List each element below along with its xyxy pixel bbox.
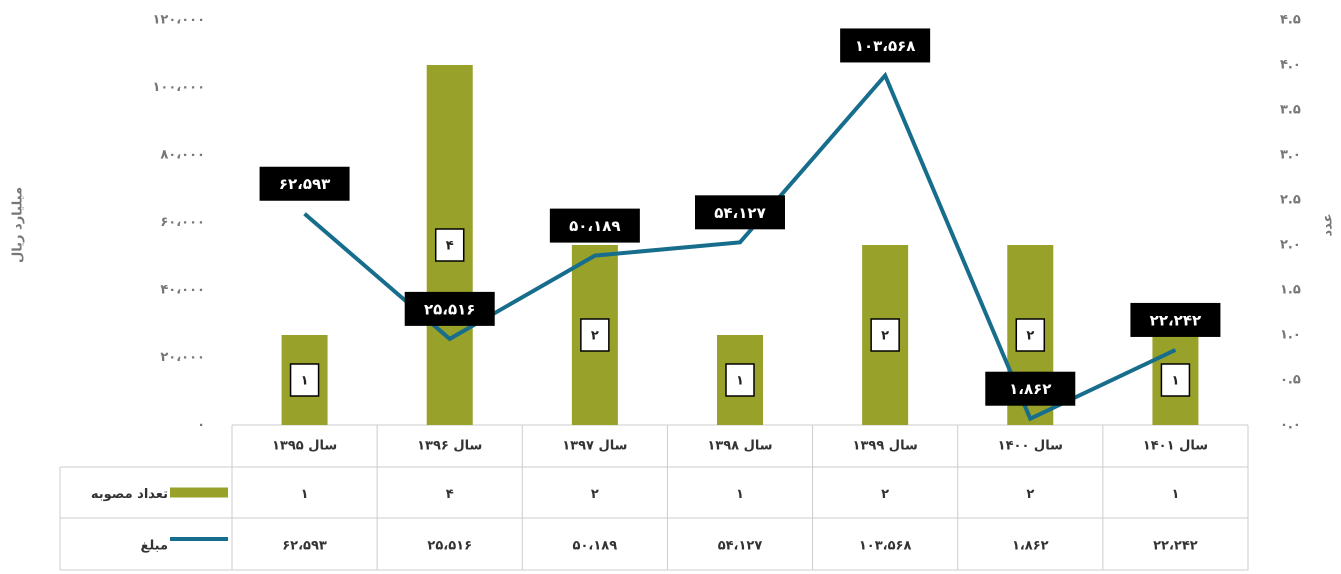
table-cell: ۵۴،۱۲۷	[718, 539, 763, 554]
y2-tick-label: ۰.۵	[1280, 373, 1301, 388]
line-label: ۲۵،۵۱۶	[424, 300, 475, 318]
bar-label: ۴	[446, 239, 454, 254]
y2-tick-label: ۰.۰	[1280, 418, 1301, 433]
y2-tick-label: ۱.۵	[1280, 283, 1301, 298]
y2-tick-label: ۲.۰	[1280, 238, 1301, 253]
table-cell: ۲	[591, 487, 599, 502]
x-tick-label: سال ۱۳۹۹	[853, 439, 918, 454]
bar-label-box	[1015, 318, 1046, 352]
legend-label: تعداد مصوبه	[91, 487, 168, 502]
y-tick-label: ۰	[197, 418, 205, 433]
y2-tick-label: ۳.۰	[1280, 148, 1301, 163]
table-cell: ۴	[446, 487, 454, 502]
y-tick-label: ۲۰،۰۰۰	[160, 350, 205, 365]
table-cell: ۱	[301, 487, 309, 502]
x-tick-label: سال ۱۳۹۵	[272, 439, 337, 454]
y2-axis-title: عدد	[1321, 213, 1336, 236]
table-cell: ۶۲،۵۹۳	[282, 539, 327, 554]
line-label: ۵۰،۱۸۹	[569, 217, 620, 235]
x-tick-label: سال ۱۳۹۷	[562, 439, 627, 454]
y-tick-label: ۱۲۰،۰۰۰	[152, 13, 205, 28]
y-axis-title: میلیارد ریال	[11, 187, 26, 263]
table-cell: ۱	[1171, 487, 1179, 502]
line-label-box	[695, 195, 785, 230]
legend-label: مبلغ	[140, 539, 168, 554]
bar-label: ۱	[1171, 374, 1179, 389]
line-label-box	[259, 166, 350, 201]
line-label-box	[549, 208, 640, 243]
table-cell: ۲	[1026, 487, 1034, 502]
y-tick-label: ۸۰،۰۰۰	[160, 148, 205, 163]
line-label: ۲۲،۲۴۲	[1150, 311, 1201, 329]
line-label: ۵۴،۱۲۷	[714, 204, 765, 222]
y2-tick-label: ۴.۵	[1280, 13, 1301, 28]
line	[303, 71, 1177, 422]
bar-label-box	[1160, 363, 1191, 397]
bar-label-box	[870, 318, 900, 352]
table-cell: ۲	[881, 487, 889, 502]
table-cell: ۱	[736, 487, 744, 502]
y-tick-label: ۱۰۰،۰۰۰	[152, 80, 205, 95]
line-label: ۱۰۳،۵۶۸	[855, 37, 916, 55]
bar-label-box	[434, 228, 465, 262]
line-label: ۱،۸۶۲	[1009, 380, 1051, 398]
y2-tick-label: ۲.۵	[1280, 193, 1301, 208]
y-tick-label: ۴۰،۰۰۰	[160, 283, 205, 298]
bar-label-box	[289, 363, 320, 397]
line-label-box	[1130, 302, 1221, 337]
x-tick-label: سال ۱۴۰۰	[998, 439, 1063, 454]
bar-label-box	[725, 363, 755, 397]
y2-tick-label: ۳.۵	[1280, 103, 1301, 118]
bar-label-box	[580, 318, 610, 352]
table-cell: ۲۲،۲۴۲	[1153, 539, 1198, 554]
bar-label: ۱	[736, 374, 744, 389]
bar-label: ۱	[301, 374, 309, 389]
table-cell: ۲۵،۵۱۶	[427, 539, 472, 554]
y2-tick-label: ۴.۰	[1280, 58, 1301, 73]
table-cell: ۱،۸۶۲	[1012, 539, 1049, 554]
line-label: ۶۲،۵۹۳	[279, 175, 330, 193]
bar-label: ۲	[1026, 329, 1034, 344]
line-label-box	[840, 28, 931, 63]
legend-swatch	[170, 487, 228, 498]
x-tick-label: سال ۱۴۰۱	[1143, 439, 1208, 454]
y-tick-label: ۶۰،۰۰۰	[160, 215, 205, 230]
x-tick-label: سال ۱۳۹۶	[417, 439, 482, 454]
table-cell: ۵۰،۱۸۹	[573, 539, 618, 554]
table-cell: ۱۰۳،۵۶۸	[859, 539, 912, 554]
x-tick-label: سال ۱۳۹۸	[707, 439, 772, 454]
bar-label: ۲	[591, 329, 599, 344]
line-label-box	[985, 371, 1076, 406]
line-label-box	[404, 291, 495, 326]
y2-tick-label: ۱.۰	[1280, 328, 1301, 343]
bar-label: ۲	[881, 329, 889, 344]
